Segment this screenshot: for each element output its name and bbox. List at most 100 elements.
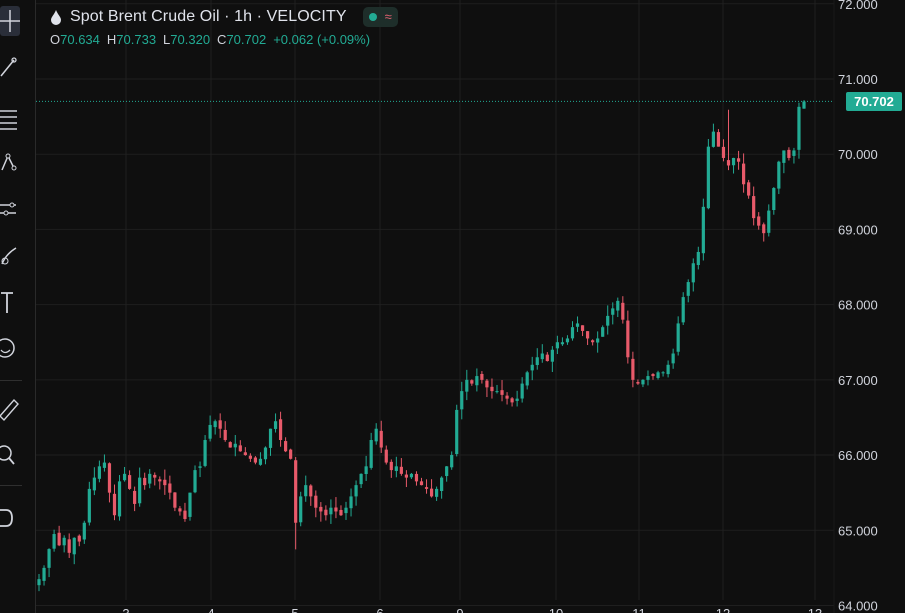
candle-body — [233, 443, 237, 448]
candle-body — [671, 353, 675, 364]
candle-body — [485, 380, 489, 388]
candle-body — [666, 364, 670, 375]
candle-body — [455, 409, 459, 455]
symbol-title[interactable]: Spot Brent Crude Oil · 1h · VELOCITY — [70, 8, 347, 25]
text-icon[interactable] — [0, 287, 30, 317]
candle-body — [555, 342, 559, 349]
candle-body — [62, 537, 66, 546]
candle-body — [510, 398, 514, 403]
candle-body — [163, 479, 167, 486]
candle-body — [299, 496, 303, 523]
trend-line-icon[interactable] — [0, 52, 30, 82]
chart-canvas[interactable]: 64.000 65.000 66.000 67.000 68.000 69.000 70.0… — [36, 0, 905, 613]
candle-body — [792, 150, 796, 156]
x-tick-label: 6 — [376, 606, 383, 613]
candle-body — [706, 146, 710, 209]
candle-body — [178, 508, 182, 512]
candle-body — [757, 216, 761, 226]
candle-body — [440, 477, 444, 492]
candle-body — [500, 390, 504, 395]
crosshair-icon[interactable] — [0, 6, 20, 36]
y-tick-label: 68.000 — [838, 298, 878, 313]
x-tick-label: 12 — [716, 606, 730, 613]
candle-body — [399, 466, 403, 474]
zoom-icon[interactable] — [0, 440, 30, 470]
candle-body — [495, 391, 499, 393]
magnet-icon[interactable] — [0, 502, 30, 532]
x-tick-label: 13 — [808, 606, 822, 613]
candle-body — [611, 308, 615, 315]
high-value: 70.733 — [116, 32, 157, 47]
candle-body — [218, 420, 222, 429]
candle-body — [475, 376, 479, 386]
candle-body — [777, 161, 781, 189]
candle-body — [505, 395, 509, 399]
ohlc-values: O70.634 H70.733 L70.320 C70.702 +0.062 (… — [50, 32, 398, 47]
candle-body — [158, 479, 162, 482]
candle-body — [112, 493, 117, 516]
open-value: 70.634 — [60, 32, 100, 47]
brush-icon[interactable] — [0, 240, 30, 270]
candle-body — [122, 473, 127, 481]
price-chart[interactable]: 64.000 65.000 66.000 67.000 68.000 69.000 70.0… — [36, 0, 905, 613]
candle-body — [138, 477, 142, 504]
candle-body — [691, 263, 695, 283]
candle-body — [802, 101, 806, 109]
candle-body — [726, 160, 731, 166]
prediction-icon[interactable] — [0, 193, 30, 223]
y-tick-label: 64.000 — [838, 598, 878, 613]
candle-body — [278, 419, 283, 441]
candle-body — [540, 353, 544, 360]
candle-body — [153, 474, 157, 478]
candle-body — [228, 442, 232, 448]
oil-drop-icon — [51, 10, 61, 25]
candle-body — [626, 320, 630, 358]
candle-body — [731, 157, 736, 166]
candle-body — [127, 475, 132, 489]
close-value: 70.702 — [226, 32, 267, 47]
candle-body — [661, 372, 665, 374]
candle-body — [117, 481, 122, 517]
x-tick-label: 10 — [549, 606, 563, 613]
candle-body — [263, 447, 268, 460]
candle-body — [294, 460, 298, 523]
pattern-icon[interactable] — [0, 148, 30, 178]
candle-body — [676, 323, 680, 352]
emoji-icon[interactable] — [0, 333, 30, 363]
candle-body — [575, 323, 580, 327]
ruler-icon[interactable] — [0, 392, 30, 422]
change-value: +0.062 (+0.09%) — [273, 32, 371, 47]
candle-body — [309, 485, 313, 497]
candle-body — [359, 473, 363, 485]
candle-body — [339, 509, 343, 516]
candle-body — [374, 428, 378, 442]
candle-body — [651, 374, 655, 377]
candle-body — [183, 510, 187, 519]
candle-body — [369, 440, 373, 468]
fib-retracement-icon[interactable] — [0, 103, 30, 133]
status-pill[interactable]: ≈ — [362, 7, 398, 27]
candle-body — [289, 449, 293, 459]
candle-body — [384, 449, 388, 463]
candle-body — [198, 466, 202, 468]
candle-body — [429, 488, 434, 497]
candle-body — [248, 455, 252, 459]
candle-body — [460, 391, 464, 410]
candle-body — [304, 485, 308, 497]
candle-body — [565, 338, 570, 343]
low-value: 70.320 — [170, 32, 211, 47]
candle-body — [329, 507, 333, 515]
candle-body — [268, 428, 273, 448]
y-tick-label: 65.000 — [838, 523, 878, 538]
candle-body — [530, 364, 534, 371]
y-tick-label: 67.000 — [838, 373, 878, 388]
candle-body — [389, 461, 393, 471]
candle-body — [490, 386, 494, 392]
x-tick-label: 5 — [291, 606, 298, 613]
candle-body — [223, 429, 227, 441]
candle-body — [208, 424, 212, 439]
y-tick-label: 72.000 — [838, 0, 878, 12]
candle-body — [585, 331, 590, 339]
high-key: H — [106, 32, 117, 47]
candle-body — [364, 466, 368, 475]
